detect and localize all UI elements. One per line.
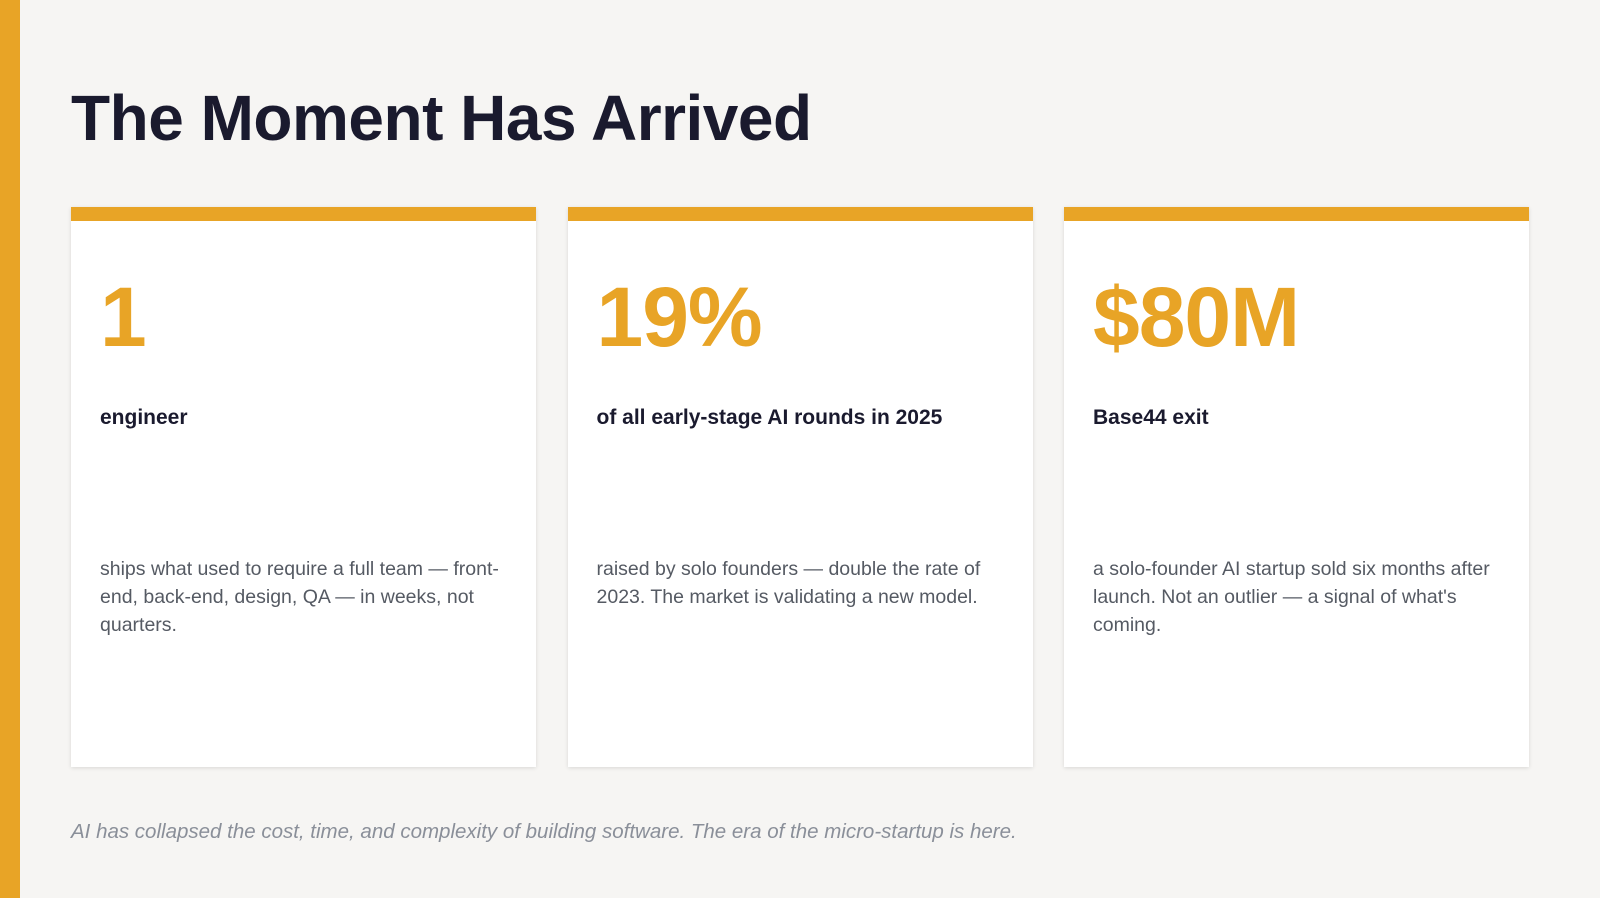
card-accent-bar <box>71 207 536 221</box>
stat-card-engineer: 1 engineer ships what used to require a … <box>71 207 536 767</box>
stat-value: $80M <box>1093 270 1300 364</box>
card-accent-bar <box>1064 207 1529 221</box>
stat-card-solo-founder-rounds: 19% of all early-stage AI rounds in 2025… <box>567 207 1033 767</box>
stat-label: of all early-stage AI rounds in 2025 <box>596 406 943 429</box>
stat-description: a solo-founder AI startup sold six month… <box>1093 558 1490 636</box>
stat-value: 1 <box>100 270 147 364</box>
stat-cards: 1 engineer ships what used to require a … <box>71 207 1529 767</box>
stat-description: raised by solo founders — double the rat… <box>596 558 981 608</box>
left-accent-bar <box>0 0 20 898</box>
stat-label: Base44 exit <box>1093 406 1209 429</box>
slide-title: The Moment Has Arrived <box>71 82 812 154</box>
stat-description: ships what used to require a full team —… <box>100 558 499 636</box>
stat-value: 19% <box>596 270 763 364</box>
stat-label: engineer <box>100 406 188 429</box>
card-accent-bar <box>567 207 1033 221</box>
stat-card-base44-exit: $80M Base44 exit a solo-founder AI start… <box>1064 207 1529 767</box>
slide-footnote: AI has collapsed the cost, time, and com… <box>71 820 1017 843</box>
